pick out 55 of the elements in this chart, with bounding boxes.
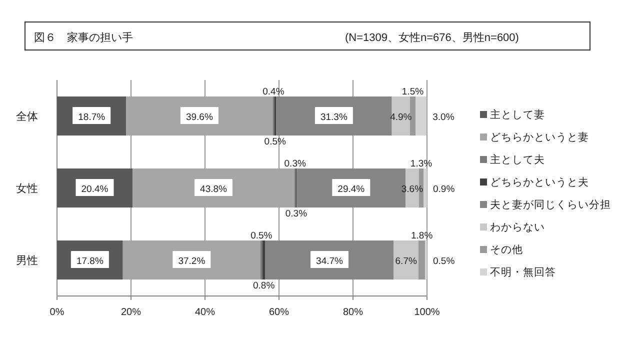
data-label: 43.8% [200,184,228,195]
legend-label: わからない [490,222,545,234]
data-label: 0.5% [433,256,456,267]
data-label: 0.5% [250,230,273,242]
legend-label: どちらかというと夫 [490,176,589,188]
data-label: 3.6% [401,184,424,195]
data-label: 1.5% [402,86,424,98]
data-label: 3.0% [432,112,455,123]
bar [132,168,295,208]
legend-label: 不明・無回答 [490,266,556,278]
bar [416,96,427,136]
data-label: 0.5% [264,136,286,148]
x-tick-label: 40% [194,307,216,318]
data-label: 31.3% [320,112,348,123]
data-label: 37.2% [178,256,206,267]
data-label: 0.3% [284,158,306,170]
data-label: 1.8% [410,230,434,242]
data-label: 20.4% [81,184,109,195]
bar [418,240,426,280]
data-label: 0.4% [262,86,285,98]
x-tick-label: 100% [414,307,440,318]
bar [276,96,392,136]
bar [122,240,260,280]
data-label: 34.7% [316,256,344,267]
x-tick-label: 0% [50,307,64,318]
chart-title: 図６ 家事の担い手 [34,31,133,44]
bar [262,240,266,280]
y-tick-label: 男性 [16,255,38,267]
legend-label: 主として妻 [490,108,545,121]
bar [410,96,416,136]
x-tick-label: 80% [342,307,364,318]
data-label: 1.3% [410,158,433,170]
data-label: 0.3% [285,208,308,220]
bar [394,240,418,280]
data-label: 18.7% [78,112,106,123]
y-tick-label: 女性 [16,183,38,195]
legend-label: その他 [490,244,523,256]
data-label: 0.9% [433,184,456,195]
bar [265,240,394,280]
bar [424,168,427,208]
legend-label: 主として夫 [490,153,545,166]
data-label: 29.4% [338,184,366,195]
legend-label: 夫と妻が同じくらい分担 [490,198,611,211]
y-tick-label: 全体 [16,111,38,123]
data-label: 39.6% [186,112,214,123]
data-label: 17.8% [76,256,104,267]
chart-subtitle: (N=1309、女性n=676、男性n=600) [345,32,519,44]
x-tick-label: 20% [120,307,142,318]
x-tick-label: 60% [268,307,290,318]
data-label: 0.8% [253,280,276,292]
data-label: 4.9% [390,112,412,123]
legend-label: どちらかというと妻 [490,130,589,144]
data-label: 6.7% [395,256,418,267]
bar [126,96,273,136]
bar [392,96,410,136]
